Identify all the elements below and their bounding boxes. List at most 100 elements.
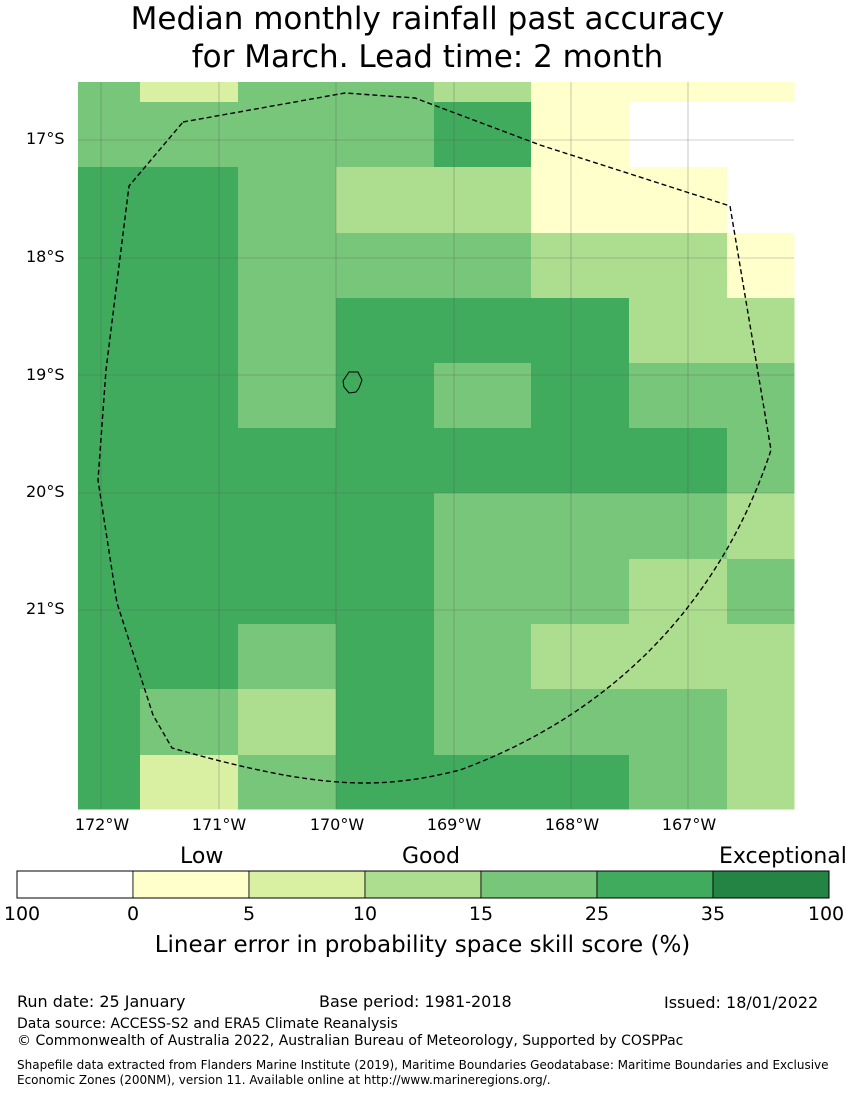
grid-cell <box>727 493 795 560</box>
grid-cells <box>78 82 795 810</box>
grid-cell <box>727 102 795 168</box>
grid-cell <box>629 755 728 810</box>
colorbar-bin <box>480 870 598 899</box>
grid-cell <box>531 167 630 234</box>
shapefile-credit-line-2: Economic Zones (200NM), version 11. Avai… <box>17 1073 551 1087</box>
grid-cell <box>336 428 435 494</box>
grid-cell <box>629 493 728 560</box>
grid-cell <box>238 689 337 756</box>
shapefile-credit-line-1: Shapefile data extracted from Flanders M… <box>17 1058 829 1072</box>
colorbar-tick: 5 <box>242 903 256 925</box>
graticule <box>78 82 794 809</box>
copyright: © Commonwealth of Australia 2022, Austra… <box>17 1033 684 1049</box>
grid-cell <box>531 624 630 690</box>
grid-cell <box>78 82 141 103</box>
grid-cell <box>629 559 728 625</box>
grid-cell <box>531 755 630 810</box>
grid-cell <box>238 755 337 810</box>
grid-cell <box>78 233 141 299</box>
colorbar-tick: 10 <box>352 903 378 925</box>
grid-cell <box>434 298 532 364</box>
grid-cell <box>434 167 532 234</box>
lon-label-169w: 169°W <box>426 815 482 834</box>
grid-cell <box>434 755 532 810</box>
grid-cell <box>727 689 795 756</box>
grid-cell <box>78 624 141 690</box>
grid-cell <box>629 689 728 756</box>
title-line-1: Median monthly rainfall past accuracy <box>130 1 725 37</box>
colorbar-bin <box>132 870 250 899</box>
data-source: Data source: ACCESS-S2 and ERA5 Climate … <box>17 1016 398 1032</box>
grid-cell <box>140 233 239 299</box>
grid-cell <box>140 493 239 560</box>
grid-cell <box>238 428 337 494</box>
grid-cell <box>434 233 532 299</box>
grid-cell <box>629 624 728 690</box>
grid-cell <box>531 428 630 494</box>
lat-label-17s: 17°S <box>26 129 65 148</box>
colorbar-bin <box>596 870 714 899</box>
grid-cell <box>434 82 532 103</box>
title-line-2: for March. Lead time: 2 month <box>191 39 664 75</box>
eez-boundary <box>97 92 772 784</box>
grid-cell <box>78 102 141 168</box>
grid-cell <box>336 233 435 299</box>
grid-cell <box>531 82 630 103</box>
grid-cell <box>531 689 630 756</box>
grid-cell <box>629 233 728 299</box>
colorbar-bin <box>712 870 830 899</box>
grid-cell <box>531 233 630 299</box>
grid-cell <box>238 233 337 299</box>
grid-cell <box>78 298 141 364</box>
grid-cell <box>238 82 337 103</box>
run-date: Run date: 25 January <box>17 992 186 1011</box>
grid-cell <box>629 167 728 234</box>
issued-date: Issued: 18/01/2022 <box>664 993 819 1012</box>
grid-cell <box>238 298 337 364</box>
grid-cell <box>434 624 532 690</box>
grid-cell <box>434 102 532 168</box>
legend-category-good: Good <box>402 844 460 869</box>
grid-cell <box>629 363 728 429</box>
grid-cell <box>140 428 239 494</box>
grid-cell <box>336 624 435 690</box>
grid-cell <box>238 493 337 560</box>
lat-label-19s: 19°S <box>26 365 65 384</box>
legend-category-exceptional: Exceptional <box>719 844 847 869</box>
base-period: Base period: 1981-2018 <box>319 992 512 1011</box>
lon-label-167w: 167°W <box>661 815 717 834</box>
grid-cell <box>531 298 630 364</box>
colorbar-tick: 35 <box>700 903 726 925</box>
grid-cell <box>336 82 435 103</box>
grid-cell <box>434 363 532 429</box>
grid-cell <box>238 559 337 625</box>
grid-cell <box>434 493 532 560</box>
grid-cell <box>531 559 630 625</box>
grid-cell <box>140 167 239 234</box>
grid-cell <box>78 428 141 494</box>
grid-cell <box>140 82 239 103</box>
grid-cell <box>238 167 337 234</box>
grid-cell <box>336 689 435 756</box>
island-outline <box>342 371 363 394</box>
lon-label-168w: 168°W <box>544 815 600 834</box>
colorbar <box>16 870 830 899</box>
grid-cell <box>336 102 435 168</box>
grid-cell <box>336 298 435 364</box>
grid-cell <box>336 167 435 234</box>
grid-cell <box>336 363 435 429</box>
grid-cell <box>434 428 532 494</box>
colorbar-tick: 0 <box>126 903 140 925</box>
grid-cell <box>629 102 728 168</box>
grid-cell <box>727 755 795 810</box>
grid-cell <box>727 363 795 429</box>
grid-cell <box>140 363 239 429</box>
colorbar-tick: 25 <box>584 903 610 925</box>
grid-cell <box>629 82 728 103</box>
colorbar-frame <box>16 870 830 899</box>
colorbar-bin <box>248 870 366 899</box>
grid-cell <box>140 559 239 625</box>
grid-cell <box>78 755 141 810</box>
lon-label-171w: 171°W <box>191 815 247 834</box>
